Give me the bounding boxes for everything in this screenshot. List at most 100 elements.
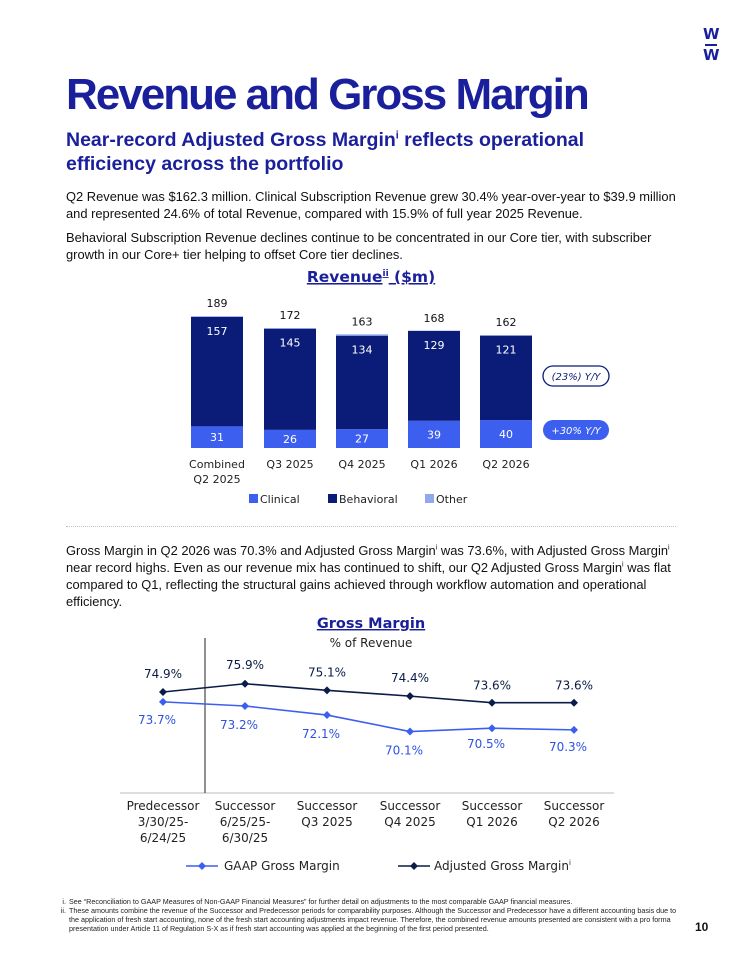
data-label: 72.1%: [302, 727, 340, 741]
footnote-2: ii. These amounts combine the revenue of…: [58, 906, 688, 933]
legend-label-gaap: GAAP Gross Margin: [224, 859, 340, 873]
gm-footnote-mark-2: i: [668, 543, 670, 552]
legend-swatch-other: [425, 494, 434, 503]
bar-behavioral: [480, 335, 532, 421]
category-label: Successor: [215, 799, 276, 813]
behavioral-value-label: 145: [280, 337, 301, 350]
gm-footnote-mark-3: i: [622, 560, 624, 569]
category-label: Q3 2025: [301, 815, 352, 829]
gross-margin-paragraph: Gross Margin in Q2 2026 was 70.3% and Ad…: [66, 542, 686, 610]
data-label: 73.7%: [138, 713, 176, 727]
bar-other: [480, 335, 532, 336]
revenue-bar-group: 27 134 163 Q4 2025: [336, 315, 388, 471]
section-divider: [66, 526, 676, 527]
data-label: 75.1%: [308, 665, 346, 679]
bar-clinical: [336, 429, 388, 448]
data-label: 70.1%: [385, 744, 423, 758]
clinical-yoy-pill: [543, 420, 609, 440]
revenue-chart-title: Revenueii ($m): [307, 268, 435, 286]
legend-adjusted-text: Adjusted Gross Margin: [434, 859, 569, 873]
footnote-mark: ii.: [60, 906, 66, 915]
bar-clinical: [480, 420, 532, 448]
revenue-title-text: Revenue: [307, 268, 383, 286]
page-subtitle: Near-record Adjusted Gross Margini refle…: [66, 128, 626, 176]
clinical-yoy-label: +30% Y/Y: [551, 426, 601, 437]
brand-logo: W W: [703, 25, 720, 64]
footnote-mark: i.: [62, 897, 66, 906]
data-label: 70.5%: [467, 737, 505, 751]
category-label: Q1 2026: [466, 815, 517, 829]
bar-behavioral: [336, 335, 388, 430]
legend-swatch-clinical: [249, 494, 258, 503]
legend-label-other: Other: [436, 493, 468, 506]
bar-other: [191, 316, 243, 317]
footnote-text: See “Reconciliation to GAAP Measures of …: [69, 897, 573, 906]
revenue-title-footnote-mark: ii: [382, 269, 388, 279]
data-point: [488, 698, 496, 707]
clinical-value-label: 40: [499, 428, 513, 441]
logo-letter-top: W: [703, 25, 720, 43]
category-label: Q3 2025: [266, 458, 313, 471]
legend-marker-gaap: [198, 862, 206, 870]
data-label: 73.6%: [473, 679, 511, 693]
behavioral-yoy-label: (23%) Y/Y: [552, 372, 602, 383]
revenue-bar-group: 40 121 162 Q2 2026: [480, 316, 532, 471]
gross-margin-chart-title: Gross Margin: [317, 616, 425, 632]
revenue-bar-group: 26 145 172 Q3 2025: [264, 309, 316, 471]
data-point: [323, 711, 331, 720]
behavioral-value-label: 134: [352, 344, 373, 357]
revenue-title-unit: ($m): [389, 268, 436, 286]
footnotes: i. See “Reconciliation to GAAP Measures …: [58, 897, 688, 933]
data-point: [406, 727, 414, 736]
category-label: Successor: [462, 799, 523, 813]
gm-text-4: was flat compared to Q1, reflecting the …: [66, 560, 671, 609]
total-value-label: 172: [280, 309, 301, 322]
category-label: Predecessor: [127, 799, 200, 813]
total-value-label: 189: [207, 297, 228, 310]
category-label: Successor: [544, 799, 605, 813]
series-gaap: 73.7% 73.2% 72.1% 70.1% 70.5% 70.3%: [138, 697, 587, 758]
category-label: Q2 2025: [193, 473, 240, 486]
revenue-bar-group: 39 129 168 Q1 2026: [408, 312, 460, 471]
category-label: Successor: [380, 799, 441, 813]
revenue-bar-group: 31 157 189 Combined Q2 2025: [189, 297, 245, 486]
bar-behavioral: [408, 330, 460, 421]
data-point: [323, 686, 331, 695]
clinical-value-label: 39: [427, 428, 441, 441]
gm-footnote-mark-1: i: [435, 543, 438, 552]
category-label: 6/30/25: [222, 831, 268, 845]
category-label: Successor: [297, 799, 358, 813]
series-line: [162, 701, 575, 733]
category-label: Combined: [189, 458, 245, 471]
behavioral-yoy-pill: [542, 365, 610, 387]
data-label: 70.3%: [549, 740, 587, 754]
gm-text-3: near record highs. Even as our revenue m…: [66, 560, 623, 575]
category-label: Q4 2025: [338, 458, 385, 471]
legend-label-adjusted: Adjusted Gross Margini: [434, 859, 571, 873]
gm-text-1: Gross Margin in Q2 2026 was 70.3% and Ad…: [66, 543, 436, 558]
data-point: [159, 688, 167, 696]
subtitle-footnote-mark: i: [395, 129, 399, 142]
bar-other: [264, 328, 316, 329]
page-title: Revenue and Gross Margin: [66, 70, 590, 119]
bar-clinical: [191, 426, 243, 448]
data-label: 75.9%: [226, 658, 264, 672]
behavioral-value-label: 129: [424, 339, 445, 352]
data-label: 74.4%: [391, 671, 429, 685]
behavioral-value-label: 121: [496, 344, 517, 357]
data-label: 74.9%: [144, 667, 182, 681]
category-label: Q1 2026: [410, 458, 457, 471]
footnote-text: These amounts combine the revenue of the…: [69, 906, 677, 933]
category-label: 6/24/25: [140, 831, 186, 845]
subtitle-rest: reflects operational efficiency across t…: [66, 129, 585, 175]
legend-adjusted-footnote-mark: i: [569, 859, 571, 867]
legend-label-clinical: Clinical: [260, 493, 300, 506]
series-adjusted: 74.9% 75.9% 75.1% 74.4% 73.6% 73.6%: [144, 658, 593, 707]
data-point: [570, 698, 578, 707]
page-number: 10: [695, 920, 709, 934]
revenue-chart: Revenueii ($m) 31 157 189 Combined Q2 2025 26 1…: [189, 268, 610, 506]
data-point: [241, 702, 249, 710]
legend-swatch-behavioral: [328, 494, 337, 503]
subtitle-text: Near-record Adjusted Gross Margin: [66, 129, 396, 151]
